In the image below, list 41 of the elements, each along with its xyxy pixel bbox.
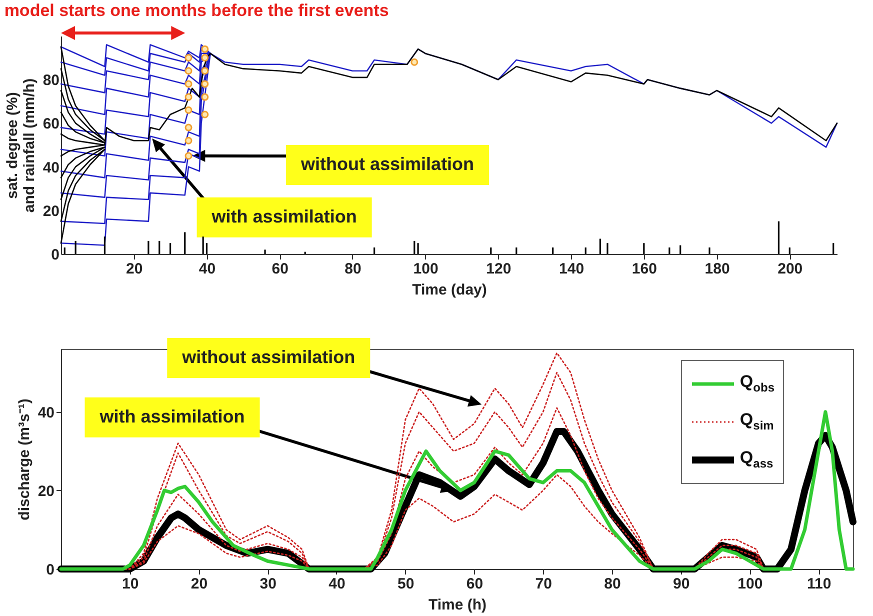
y-tick-label: 0 [46,562,54,578]
x-axis-title: Time (day) [412,282,487,298]
x-tick-label: 200 [778,260,803,278]
x-tick-label: 160 [632,260,657,278]
x-tick-label: 100 [738,576,763,592]
y-axis-title: sat. degree (%) and rainfall (mm/h) [4,78,38,213]
legend-label: Q$_{ass}$ [740,448,774,471]
legend-label: Q$_{obs}$ [740,372,774,395]
annotation: with assimilation [98,406,245,426]
x-tick-label: 40 [198,260,216,278]
y-tick-label: 80 [42,72,60,90]
x-tick-label: 50 [398,576,414,592]
annotation: without assimilation [300,154,474,174]
x-tick-label: 60 [272,260,288,278]
x-tick-label: 110 [806,576,832,592]
x-tick-label: 80 [344,260,362,278]
annotation: without assimilation [181,347,356,367]
x-tick-label: 10 [122,576,139,592]
x-tick-label: 140 [559,260,584,278]
chart-title: model starts one months before the first events [4,1,389,20]
x-tick-label: 40 [328,576,346,592]
x-tick-label: 90 [672,576,690,592]
y-tick-label: 60 [42,116,60,133]
x-tick-label: 180 [704,260,730,278]
x-tick-label: 30 [260,576,276,592]
x-tick-label: 60 [466,576,484,592]
y-tick-label: 40 [42,159,60,176]
x-axis-title: Time (h) [428,596,487,614]
y-tick-label: 0 [51,246,60,264]
x-tick-label: 20 [126,260,143,278]
y-tick-label: 20 [38,482,54,500]
legend-label: Q$_{sim}$ [740,410,774,433]
x-tick-label: 100 [413,260,438,278]
x-tick-label: 20 [190,576,208,592]
y-axis-title: discharge (m³s⁻¹) [16,398,33,520]
x-tick-label: 80 [604,576,621,592]
y-tick-label: 40 [38,404,54,422]
annotation: with assimilation [210,206,357,226]
x-tick-label: 70 [535,576,552,592]
y-tick-label: 20 [42,202,60,220]
x-tick-label: 120 [486,260,512,278]
